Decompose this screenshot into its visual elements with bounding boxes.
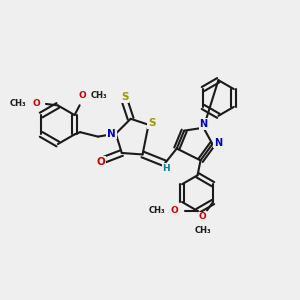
Text: H: H [163,164,170,173]
Text: O: O [97,157,105,167]
Text: O: O [78,91,86,100]
Text: CH₃: CH₃ [194,226,211,236]
Text: N: N [107,129,116,139]
Text: N: N [200,119,208,129]
Text: N: N [214,138,222,148]
Text: O: O [171,206,178,215]
Text: O: O [32,99,40,108]
Text: CH₃: CH₃ [148,206,165,215]
Text: CH₃: CH₃ [9,99,26,108]
Text: O: O [199,212,206,221]
Text: CH₃: CH₃ [90,91,107,100]
Text: S: S [121,92,128,102]
Text: S: S [148,118,156,128]
